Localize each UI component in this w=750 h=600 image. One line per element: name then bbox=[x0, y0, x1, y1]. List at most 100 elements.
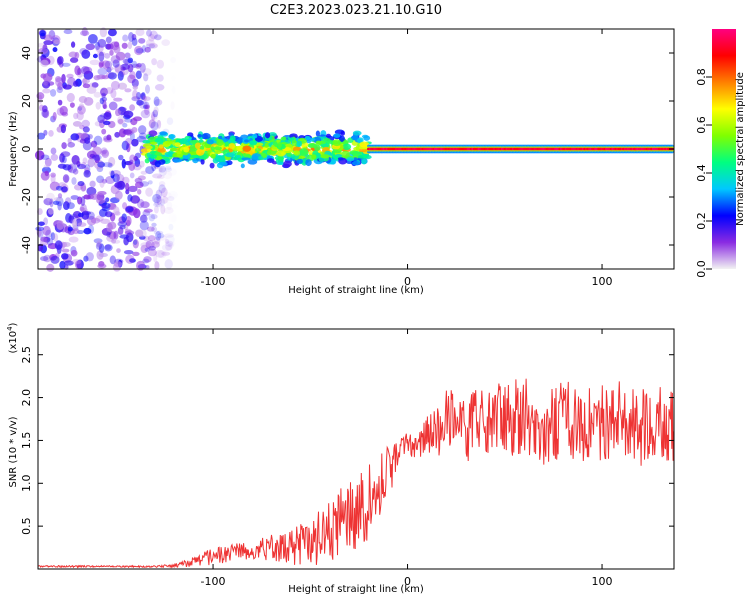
heatmap-cell bbox=[281, 136, 287, 141]
heatmap-cell bbox=[152, 193, 162, 204]
heatmap-cell bbox=[333, 133, 341, 138]
heatmap-cell bbox=[130, 195, 141, 204]
spectrogram-cells bbox=[34, 26, 674, 272]
heatmap-cell bbox=[104, 244, 113, 252]
heatmap-cell bbox=[194, 142, 201, 150]
heatmap-cell bbox=[153, 253, 158, 263]
heatmap-cell bbox=[162, 196, 168, 204]
heatmap-cell bbox=[171, 193, 175, 197]
heatmap-cell bbox=[148, 245, 156, 251]
y-tick-label: 1.0 bbox=[20, 475, 33, 493]
heatmap-cell bbox=[40, 256, 49, 262]
heatmap-cell bbox=[121, 213, 127, 223]
heatmap-cell bbox=[43, 254, 52, 263]
heatmap-cell bbox=[74, 51, 80, 59]
heatmap-cell bbox=[140, 170, 148, 175]
heatmap-cell bbox=[81, 119, 90, 128]
heatmap-cell bbox=[102, 162, 113, 168]
heatmap-cell bbox=[146, 226, 155, 232]
heatmap-cell bbox=[59, 260, 66, 270]
heatmap-cell bbox=[86, 86, 97, 94]
heatmap-cell bbox=[61, 73, 66, 84]
heatmap-cell bbox=[154, 236, 161, 245]
heatmap-cell bbox=[64, 260, 74, 266]
heatmap-cell bbox=[49, 181, 60, 191]
heatmap-cell bbox=[215, 155, 222, 162]
heatmap-cell bbox=[112, 59, 120, 68]
heatmap-cell bbox=[148, 43, 158, 49]
heatmap-cell bbox=[125, 189, 130, 195]
heatmap-cell bbox=[164, 233, 174, 238]
heatmap-cell bbox=[43, 164, 49, 169]
heatmap-cell bbox=[136, 62, 142, 68]
heatmap-cell bbox=[83, 227, 92, 235]
heatmap-cell bbox=[124, 88, 132, 93]
heatmap-cell bbox=[103, 120, 111, 126]
heatmap-cell bbox=[98, 51, 105, 62]
heatmap-cell bbox=[40, 154, 50, 160]
heatmap-cell bbox=[150, 121, 159, 131]
heatmap-cell bbox=[73, 80, 79, 87]
heatmap-cell bbox=[62, 84, 72, 90]
heatmap-cell bbox=[106, 134, 112, 141]
snr-x-axis-label: Height of straight line (km) bbox=[288, 584, 424, 595]
heatmap-cell bbox=[95, 45, 104, 53]
heatmap-cell bbox=[218, 161, 228, 166]
heatmap-cell bbox=[226, 160, 233, 166]
heatmap-cell bbox=[43, 217, 48, 226]
heatmap-cell bbox=[200, 158, 205, 165]
heatmap-cell bbox=[158, 235, 167, 241]
heatmap-cell bbox=[142, 139, 151, 144]
heatmap-cell bbox=[41, 105, 48, 113]
heatmap-cell bbox=[113, 45, 121, 54]
heatmap-cell bbox=[99, 178, 105, 188]
heatmap-cell bbox=[209, 162, 215, 169]
heatmap-cell bbox=[80, 196, 86, 207]
heatmap-cell bbox=[86, 211, 95, 220]
heatmap-cell bbox=[96, 175, 105, 184]
heatmap-cell bbox=[101, 97, 108, 102]
colorbar-tick-label: 0.0 bbox=[695, 260, 708, 278]
heatmap-cell bbox=[277, 142, 282, 149]
heatmap-cell bbox=[67, 226, 73, 232]
heatmap-cell bbox=[160, 187, 168, 198]
heatmap-cell bbox=[122, 129, 133, 135]
heatmap-cell bbox=[105, 36, 112, 44]
heatmap-cell bbox=[164, 167, 173, 172]
heatmap-cell bbox=[83, 194, 91, 200]
heatmap-cell bbox=[117, 115, 126, 126]
heatmap-cell bbox=[59, 153, 65, 163]
heatmap-cell bbox=[57, 99, 63, 106]
y-tick-label: 2.5 bbox=[20, 346, 33, 364]
heatmap-cell bbox=[43, 79, 49, 86]
heatmap-cell bbox=[138, 160, 145, 168]
heatmap-cell bbox=[210, 146, 216, 151]
heatmap-cell bbox=[42, 225, 51, 236]
y-tick-label: 1.5 bbox=[20, 432, 33, 450]
heatmap-cell bbox=[132, 239, 139, 249]
heatmap-cell bbox=[131, 37, 138, 46]
heatmap-cell bbox=[151, 111, 156, 122]
colorbar-tick-label: 0.2 bbox=[695, 212, 708, 230]
heatmap-cell bbox=[89, 180, 96, 188]
heatmap-cell bbox=[156, 233, 165, 239]
heatmap-cell bbox=[172, 86, 176, 94]
heatmap-cell bbox=[82, 140, 92, 151]
heatmap-cell bbox=[53, 39, 61, 45]
heatmap-cell bbox=[161, 244, 172, 251]
heatmap-cell bbox=[107, 72, 117, 80]
heatmap-cell bbox=[146, 29, 152, 37]
heatmap-cell bbox=[117, 118, 124, 125]
heatmap-cell bbox=[153, 205, 159, 214]
heatmap-cell bbox=[140, 201, 150, 209]
heatmap-cell bbox=[83, 170, 91, 178]
heatmap-cell bbox=[125, 206, 134, 213]
heatmap-cell bbox=[140, 92, 146, 101]
heatmap-cell bbox=[119, 224, 126, 230]
heatmap-cell bbox=[84, 166, 90, 176]
heatmap-cell bbox=[357, 154, 368, 159]
heatmap-cell bbox=[131, 96, 140, 102]
heatmap-cell bbox=[158, 184, 166, 194]
heatmap-cell bbox=[123, 249, 134, 255]
heatmap-cell bbox=[116, 248, 121, 253]
